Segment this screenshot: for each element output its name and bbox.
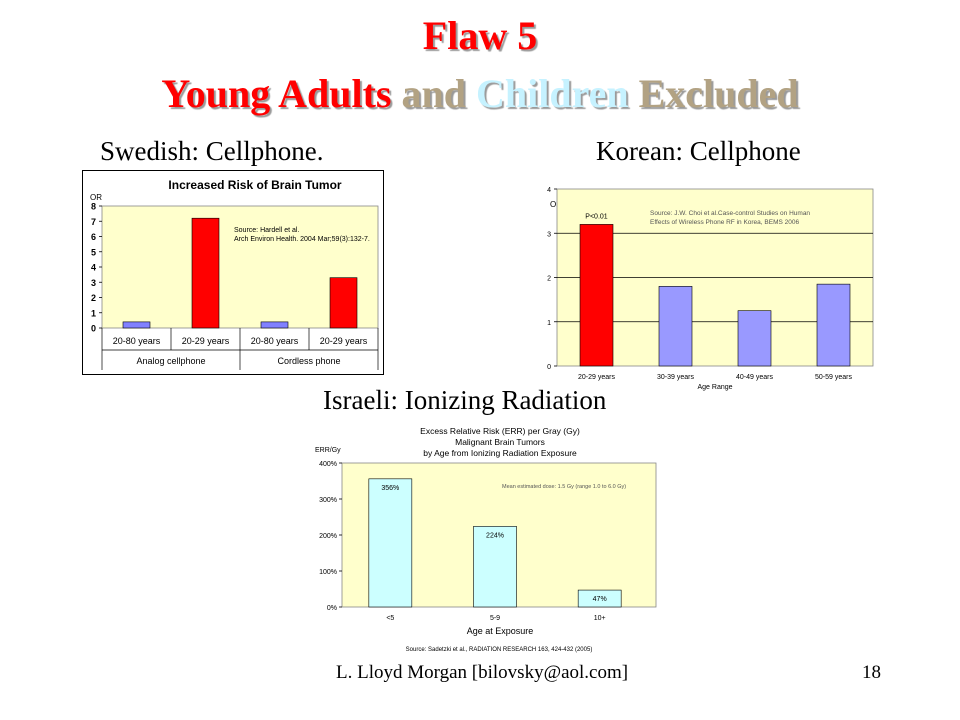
israeli-bar bbox=[473, 526, 517, 608]
korean-category-label: 30-39 years bbox=[657, 374, 694, 381]
israeli-category-label: 5-9 bbox=[490, 615, 500, 622]
israeli-bar-data-label: 356% bbox=[381, 485, 399, 492]
swedish-heading: Swedish: Cellphone. bbox=[100, 136, 324, 166]
israeli-x-axis-label: Age at Exposure bbox=[467, 626, 534, 636]
swedish-y-tick-label: 1 bbox=[91, 308, 96, 318]
korean-y-tick-label: 2 bbox=[547, 276, 551, 283]
israeli-y-tick-label: 400% bbox=[319, 461, 337, 468]
swedish-bar bbox=[260, 321, 289, 329]
israeli-annotation: Mean estimated dose: 1.5 Gy (range 1.0 t… bbox=[502, 484, 626, 490]
swedish-category-label: 20-29 years bbox=[320, 336, 368, 346]
korean-category-label: 20-29 years bbox=[578, 374, 615, 381]
israeli-bar-data-label: 224% bbox=[486, 532, 504, 539]
footer-author: L. Lloyd Morgan [bilovsky@aol.com] bbox=[336, 662, 629, 683]
israeli-heading: Israeli: Ionizing Radiation bbox=[323, 385, 607, 415]
korean-bar-label: P<0.01 bbox=[585, 213, 607, 220]
israeli-chart-title-line: by Age from Ionizing Radiation Exposure bbox=[423, 448, 577, 458]
israeli-y-tick-label: 200% bbox=[319, 533, 337, 540]
israeli-y-axis-label: ERR/Gy bbox=[315, 447, 341, 454]
korean-y-tick-label: 4 bbox=[547, 187, 551, 194]
swedish-category-label: 20-29 years bbox=[182, 336, 230, 346]
israeli-category-label: 10+ bbox=[594, 615, 606, 622]
israeli-chart: Excess Relative Risk (ERR) per Gray (Gy)… bbox=[312, 422, 676, 663]
israeli-bar bbox=[368, 478, 413, 608]
korean-category-label: 40-49 years bbox=[736, 374, 773, 381]
israeli-chart-svg: Excess Relative Risk (ERR) per Gray (Gy)… bbox=[315, 426, 657, 653]
swedish-group-label: Analog cellphone bbox=[136, 356, 205, 366]
slide-title: Flaw 5 bbox=[422, 13, 538, 58]
swedish-y-tick-label: 6 bbox=[91, 232, 96, 242]
subtitle-young-adults: Young Adults bbox=[161, 71, 392, 116]
subtitle-and: and bbox=[391, 71, 476, 116]
korean-chart-svg: OR 0 1 2 3 4 20-29 years P<0.01 30-39 years 40-49… bbox=[547, 187, 874, 391]
swedish-y-tick-label: 3 bbox=[91, 278, 96, 288]
slide-subtitle: Young Adults and Children Excluded bbox=[0, 70, 960, 117]
korean-y-axis-label: OR bbox=[550, 200, 562, 209]
swedish-category-label: 20-80 years bbox=[251, 336, 299, 346]
swedish-y-tick-label: 5 bbox=[91, 247, 96, 257]
korean-bar bbox=[816, 283, 851, 367]
subtitle-excluded: Excluded bbox=[628, 71, 799, 116]
swedish-chart: Increased Risk of Brain Tumor OR 0 1 2 3 4 5 6 7 8… bbox=[82, 170, 384, 380]
korean-y-tick-label: 0 bbox=[547, 364, 551, 371]
footer-page-number: 18 bbox=[862, 662, 881, 683]
israeli-source: Source: Sadetzki et al., RADIATION RESEA… bbox=[406, 647, 593, 653]
swedish-bar bbox=[329, 277, 358, 329]
israeli-y-tick-label: 300% bbox=[319, 497, 337, 504]
swedish-chart-title: Increased Risk of Brain Tumor bbox=[168, 178, 341, 192]
korean-y-tick-label: 3 bbox=[547, 231, 551, 238]
israeli-bar-data-label: 47% bbox=[593, 596, 607, 603]
swedish-bar bbox=[122, 321, 151, 329]
korean-source-line2: Effects of Wireless Phone RF in Korea, B… bbox=[650, 219, 799, 226]
swedish-y-tick-label: 0 bbox=[91, 324, 96, 334]
israeli-y-tick-label: 100% bbox=[319, 569, 337, 576]
korean-x-axis-label: Age Range bbox=[697, 384, 732, 391]
swedish-bar bbox=[191, 217, 220, 329]
subtitle-children: Children bbox=[475, 71, 629, 116]
swedish-y-tick-label: 4 bbox=[91, 263, 96, 273]
israeli-chart-title-line: Excess Relative Risk (ERR) per Gray (Gy) bbox=[420, 426, 580, 436]
swedish-group-label: Cordless phone bbox=[277, 356, 340, 366]
korean-bar bbox=[658, 286, 693, 367]
israeli-category-label: <5 bbox=[386, 615, 394, 622]
swedish-chart-svg: Increased Risk of Brain Tumor OR 0 1 2 3 4 5 6 7 8… bbox=[82, 170, 384, 375]
korean-bar bbox=[579, 224, 614, 367]
swedish-y-tick-label: 8 bbox=[91, 202, 96, 212]
swedish-y-axis-label: OR bbox=[90, 193, 102, 202]
korean-bar bbox=[737, 310, 772, 367]
korean-category-label: 50-59 years bbox=[815, 374, 852, 381]
korean-y-tick-label: 1 bbox=[547, 320, 551, 327]
swedish-y-tick-label: 2 bbox=[91, 293, 96, 303]
israeli-chart-title-line: Malignant Brain Tumors bbox=[455, 437, 545, 447]
swedish-source-line1: Source: Hardell et al. bbox=[234, 227, 299, 234]
swedish-category-label: 20-80 years bbox=[113, 336, 161, 346]
israeli-bar bbox=[577, 589, 622, 608]
korean-source-line1: Source: J.W. Choi et al.Case-control Stu… bbox=[650, 210, 810, 217]
korean-chart: OR 0 1 2 3 4 20-29 years P<0.01 30-39 years 40-49… bbox=[537, 175, 875, 400]
swedish-source-line2: Arch Environ Health. 2004 Mar;59(3):132-… bbox=[234, 236, 370, 243]
korean-heading: Korean: Cellphone bbox=[596, 136, 801, 166]
israeli-y-tick-label: 0% bbox=[327, 605, 337, 612]
swedish-y-tick-label: 7 bbox=[91, 217, 96, 227]
